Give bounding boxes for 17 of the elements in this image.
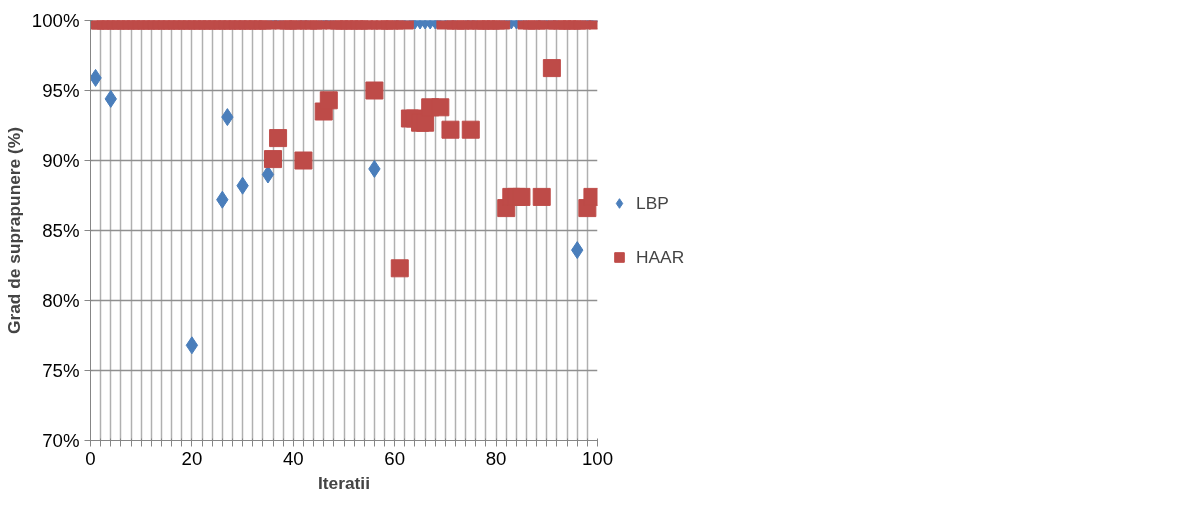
y-tick-label: 75% [42,360,80,381]
y-axis-title: Grad de suprapunere (%) [3,126,24,335]
y-tick-label: 70% [42,430,80,451]
legend-label: LBP [636,192,669,214]
x-tick-label: 100 [581,447,614,469]
y-tick-label: 95% [42,80,80,101]
x-tick-label: 20 [181,447,203,469]
y-tick-label: 100% [31,10,80,31]
legend-label: HAAR [636,246,685,268]
x-tick-label: 60 [384,447,406,469]
x-tick-label: 80 [485,447,507,469]
y-tick-label: 90% [42,150,80,171]
y-tick-label: 85% [42,220,80,241]
x-tick-label: 40 [282,447,304,469]
x-tick-label: 0 [85,447,96,469]
y-tick-label: 80% [42,290,80,311]
x-axis-title: Iteratii [318,472,371,493]
